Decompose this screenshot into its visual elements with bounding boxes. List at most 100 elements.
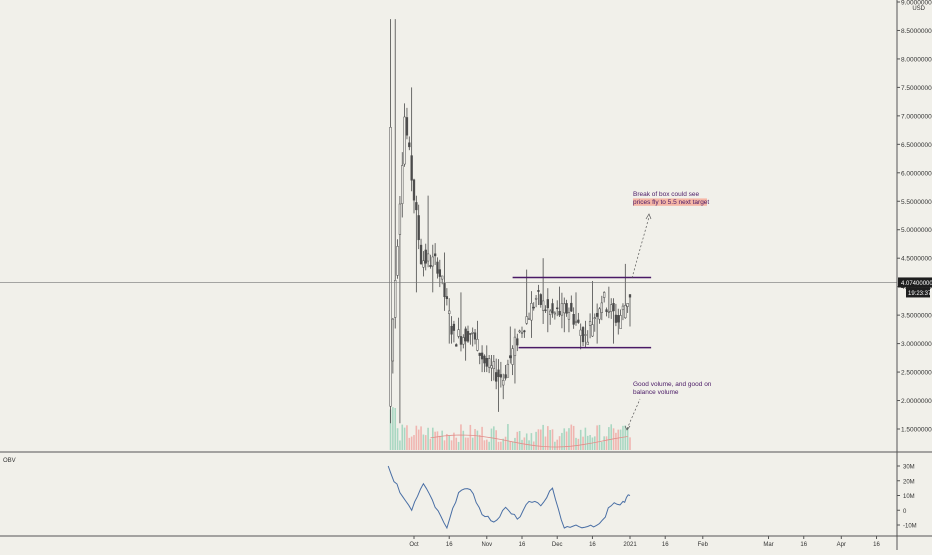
candle-body [457, 329, 460, 337]
candle-body [607, 310, 611, 313]
volume-bar [558, 436, 561, 450]
volume-bar [577, 438, 580, 450]
volume-bar [596, 425, 598, 450]
candle-body [417, 215, 420, 241]
candle-body [466, 331, 470, 342]
candle-body [408, 142, 411, 148]
volume-bar [605, 436, 608, 450]
volume-bar [629, 437, 631, 450]
volume-bar [556, 439, 559, 450]
candle-body [614, 314, 618, 323]
volume-bar [561, 432, 563, 450]
time-tick-label: 16 [800, 542, 807, 548]
candle-body [499, 374, 503, 378]
volume-bar [582, 436, 584, 450]
time-tick-label: Mar [763, 542, 773, 548]
volume-bar [593, 436, 596, 450]
candle-body [565, 303, 568, 314]
volume-bar [464, 437, 467, 450]
volume-bar [603, 436, 605, 450]
candle-body [424, 249, 427, 264]
volume-bar [422, 434, 425, 450]
price-tick-label: 7.00000000 [901, 113, 932, 120]
countdown-badge [906, 287, 930, 298]
time-tick-label: Oct [409, 542, 419, 548]
candle-body [584, 334, 587, 336]
candle-body [445, 296, 449, 300]
candle-body [553, 312, 557, 315]
volume-bar [518, 431, 521, 450]
time-tick-label: 16 [873, 542, 880, 548]
volume-bar [549, 430, 551, 450]
volume-bar [615, 432, 617, 450]
candle-body [527, 317, 531, 320]
candle-body [469, 333, 472, 335]
candle-body [619, 315, 622, 329]
candle-body [537, 290, 540, 292]
volume-note-line-1[interactable]: Good volume, and good on [633, 381, 712, 388]
volume-bar [584, 427, 587, 450]
candle-body [450, 325, 453, 335]
candle-body [422, 260, 425, 268]
volume-bar [483, 440, 486, 450]
candle-body [612, 303, 615, 312]
candle-body [560, 303, 564, 316]
volume-bar [389, 409, 392, 450]
volume-bar [448, 435, 451, 450]
target-note-line-1[interactable]: Break of box could see [633, 191, 700, 198]
obv-line[interactable] [387, 465, 631, 530]
candle-body [478, 352, 481, 356]
price-tick-label: 2.50000000 [901, 370, 932, 377]
candle-body [539, 294, 542, 305]
price-tick-label: 4.50000000 [901, 256, 932, 263]
candle-body [567, 312, 571, 320]
candle-body [394, 280, 397, 318]
volume-bar [436, 431, 439, 450]
candle-body [433, 253, 437, 257]
volume-bar [539, 429, 542, 450]
target-note-line-2[interactable]: prices fly to 5.5 next target [633, 199, 709, 206]
volume-bar [462, 430, 465, 450]
volume-bar [547, 426, 549, 450]
candle-body [405, 117, 409, 136]
candle-body [530, 303, 533, 321]
candle-body [588, 321, 592, 326]
time-tick-label: Nov [481, 542, 492, 548]
volume-bar [521, 439, 523, 450]
price-tick-label: 7.50000000 [901, 85, 932, 92]
candle-body [593, 317, 596, 319]
volume-bar [467, 437, 469, 450]
candle-body [495, 372, 498, 382]
candle-body [471, 332, 474, 334]
candle-body [459, 336, 463, 345]
candle-body [563, 303, 566, 314]
volume-bar [500, 441, 502, 450]
volume-ma-line [430, 434, 628, 448]
candle-body [572, 313, 575, 325]
time-tick-label: Apr [837, 542, 846, 548]
candle-body [532, 306, 535, 309]
volume-bar [570, 424, 573, 450]
volume-bar [460, 424, 462, 450]
candle-body [513, 336, 517, 356]
candle-body [558, 311, 561, 316]
candle-body [544, 309, 547, 312]
volume-bar [455, 437, 458, 450]
volume-note-line-2[interactable]: balance volume [633, 389, 679, 396]
candle-body [504, 374, 507, 379]
volume-bar [441, 430, 443, 450]
target-zone-rect[interactable] [633, 198, 707, 206]
candle-body [546, 299, 549, 309]
volume-bar [514, 437, 516, 450]
volume-bar [497, 441, 500, 450]
candle-body [506, 363, 510, 378]
obv-tick-label: 10M [903, 494, 915, 500]
time-tick-label: 2021 [623, 542, 637, 548]
last-price-badge [898, 277, 932, 288]
obv-layer: OBV 30M 20M 10M 0 -10M [3, 458, 917, 530]
